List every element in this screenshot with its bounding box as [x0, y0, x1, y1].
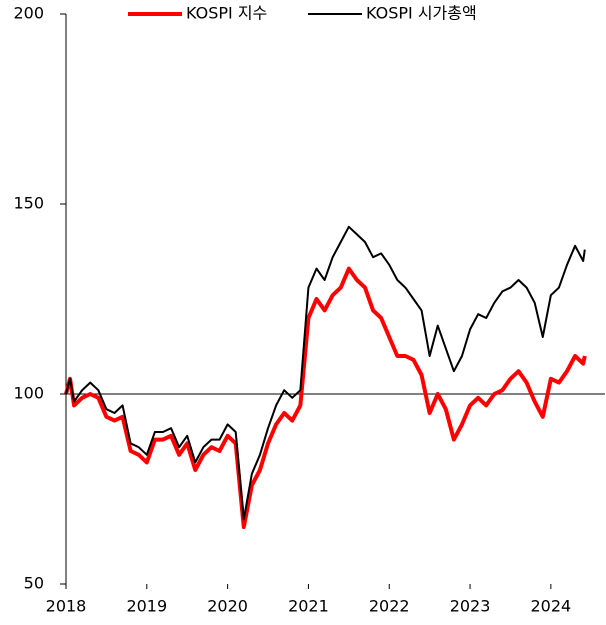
x-tick-label: 2022	[369, 597, 410, 616]
series-line	[64, 266, 587, 529]
x-tick-label: 2018	[46, 597, 87, 616]
y-tick-label: 50	[24, 574, 44, 593]
y-tick-label: 100	[13, 384, 44, 403]
x-tick-label: 2020	[207, 597, 248, 616]
x-tick-label: 2021	[288, 597, 329, 616]
y-tick-label: 200	[13, 4, 44, 23]
series-line	[65, 225, 586, 521]
x-tick-label: 2024	[530, 597, 571, 616]
x-tick-label: 2019	[126, 597, 167, 616]
legend-label: KOSPI 시가총액	[366, 4, 477, 23]
x-tick-label: 2023	[450, 597, 491, 616]
y-tick-label: 150	[13, 194, 44, 213]
legend-label: KOSPI 지수	[186, 4, 267, 23]
